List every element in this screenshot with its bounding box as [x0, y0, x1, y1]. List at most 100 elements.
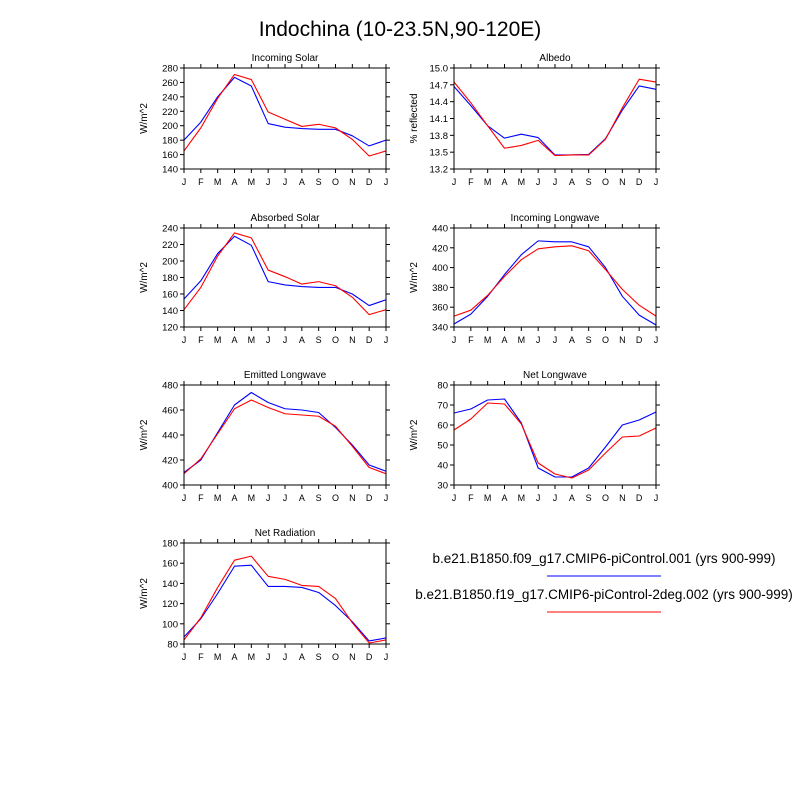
- net-longwave-ytick-label: 70: [437, 401, 448, 412]
- incoming-solar-ytick-label: 140: [162, 165, 178, 176]
- absorbed-solar-xtick-label: J: [384, 335, 389, 345]
- incoming-solar-xtick-label: F: [198, 177, 204, 187]
- net-radiation-xtick-label: F: [198, 652, 204, 662]
- net-radiation-xtick-label: J: [384, 652, 389, 662]
- incoming-longwave-ytick-label: 380: [432, 283, 448, 294]
- net-radiation-xtick-label: M: [248, 652, 256, 662]
- incoming-longwave-xtick-label: S: [586, 335, 592, 345]
- net-radiation-series-1-line: [183, 564, 387, 642]
- incoming-solar-ytick-label: 180: [162, 136, 178, 147]
- incoming-longwave-ytick-label: 440: [432, 224, 448, 235]
- incoming-longwave-ytick-label: 360: [432, 303, 448, 314]
- absorbed-solar-ytick-label: 220: [162, 240, 178, 251]
- incoming-solar-ytick-label: 280: [162, 64, 178, 75]
- emitted-longwave-xtick-label: N: [349, 493, 356, 503]
- absorbed-solar-ytick-label: 180: [162, 273, 178, 284]
- net-longwave-ytick-label: 80: [437, 381, 448, 392]
- emitted-longwave-ylabel: W/m^2: [139, 419, 150, 450]
- emitted-longwave-xtick-label: J: [266, 493, 271, 503]
- incoming-solar-xtick-label: J: [283, 177, 288, 187]
- incoming-longwave-ytick-label: 340: [432, 323, 448, 334]
- net-longwave-ytick-label: 40: [437, 461, 448, 472]
- incoming-solar-ytick-label: 260: [162, 78, 178, 89]
- incoming-longwave-xtick-label: J: [654, 335, 659, 345]
- albedo-xtick-label: N: [619, 177, 626, 187]
- incoming-solar-xtick-label: J: [266, 177, 271, 187]
- albedo-xtick-label: J: [452, 177, 457, 187]
- incoming-solar-title: Incoming Solar: [252, 53, 319, 64]
- incoming-longwave-ylabel: W/m^2: [409, 262, 420, 293]
- net-longwave-series-1-line: [453, 398, 657, 478]
- incoming-solar-xtick-label: J: [182, 177, 187, 187]
- net-longwave-xtick-label: A: [569, 493, 575, 503]
- incoming-solar-frame: [183, 67, 387, 170]
- net-longwave-xtick-label: N: [619, 493, 626, 503]
- net-longwave-xtick-label: S: [586, 493, 592, 503]
- albedo-ytick-label: 13.8: [430, 131, 449, 142]
- albedo-ytick-label: 14.4: [430, 97, 449, 108]
- incoming-longwave-xtick-label: D: [636, 335, 643, 345]
- albedo-xtick-label: O: [602, 177, 609, 187]
- emitted-longwave-xtick-label: J: [384, 493, 389, 503]
- albedo-xtick-label: A: [501, 177, 507, 187]
- absorbed-solar-ytick-label: 200: [162, 257, 178, 268]
- net-radiation-xtick-label: M: [214, 652, 222, 662]
- net-longwave-xtick-label: J: [654, 493, 659, 503]
- net-radiation-ytick-label: 140: [162, 579, 178, 590]
- net-radiation-xtick-label: A: [299, 652, 305, 662]
- absorbed-solar-title: Absorbed Solar: [251, 213, 321, 224]
- absorbed-solar-xtick-label: N: [349, 335, 356, 345]
- incoming-longwave-xtick-label: A: [569, 335, 575, 345]
- net-radiation-xtick-label: D: [366, 652, 373, 662]
- emitted-longwave-xtick-label: A: [231, 493, 237, 503]
- emitted-longwave-xtick-label: M: [214, 493, 222, 503]
- incoming-longwave-xtick-label: F: [468, 335, 474, 345]
- emitted-longwave-xtick-label: J: [283, 493, 288, 503]
- net-radiation-title: Net Radiation: [255, 528, 316, 539]
- net-radiation-xtick-label: J: [283, 652, 288, 662]
- incoming-longwave-xtick-label: O: [602, 335, 609, 345]
- absorbed-solar-frame: [183, 227, 387, 328]
- net-radiation-xtick-label: S: [316, 652, 322, 662]
- albedo-xtick-label: J: [553, 177, 558, 187]
- net-longwave-xtick-label: D: [636, 493, 643, 503]
- net-radiation-ytick-label: 160: [162, 559, 178, 570]
- incoming-longwave-xtick-label: A: [501, 335, 507, 345]
- absorbed-solar-ytick-label: 120: [162, 323, 178, 334]
- emitted-longwave-ytick-label: 400: [162, 481, 178, 492]
- albedo-frame: [453, 67, 657, 170]
- incoming-solar-xtick-label: N: [349, 177, 356, 187]
- emitted-longwave-title: Emitted Longwave: [244, 370, 327, 381]
- albedo-xtick-label: J: [536, 177, 541, 187]
- absorbed-solar-xtick-label: J: [182, 335, 187, 345]
- emitted-longwave-ytick-label: 460: [162, 406, 178, 417]
- incoming-solar-ytick-label: 220: [162, 107, 178, 118]
- incoming-longwave-frame: [453, 227, 657, 328]
- albedo-ytick-label: 13.5: [430, 148, 449, 159]
- absorbed-solar-xtick-label: J: [283, 335, 288, 345]
- absorbed-solar-series-2-line: [183, 232, 387, 316]
- albedo-xtick-label: F: [468, 177, 474, 187]
- albedo-xtick-label: A: [569, 177, 575, 187]
- absorbed-solar-ytick-label: 140: [162, 306, 178, 317]
- absorbed-solar-xtick-label: O: [332, 335, 339, 345]
- emitted-longwave-ytick-label: 480: [162, 381, 178, 392]
- albedo-series-2-line: [453, 78, 657, 157]
- emitted-longwave-xtick-label: O: [332, 493, 339, 503]
- net-longwave-xtick-label: M: [518, 493, 526, 503]
- incoming-solar-ylabel: W/m^2: [139, 103, 150, 134]
- absorbed-solar-xtick-label: F: [198, 335, 204, 345]
- albedo-xtick-label: S: [586, 177, 592, 187]
- incoming-longwave-xtick-label: J: [536, 335, 541, 345]
- absorbed-solar-xtick-label: D: [366, 335, 373, 345]
- absorbed-solar-ytick-label: 240: [162, 224, 178, 235]
- emitted-longwave-ytick-label: 440: [162, 431, 178, 442]
- net-radiation-ytick-label: 80: [167, 640, 178, 651]
- incoming-solar-ytick-label: 200: [162, 121, 178, 132]
- albedo-ytick-label: 13.2: [430, 165, 449, 176]
- net-longwave-xtick-label: A: [501, 493, 507, 503]
